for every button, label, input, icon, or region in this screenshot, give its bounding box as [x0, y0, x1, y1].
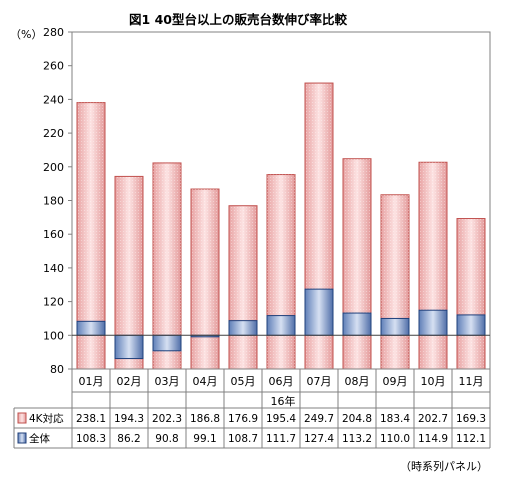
- table-cell: 110.0: [380, 433, 410, 445]
- x-axis-label: 16年: [271, 394, 296, 408]
- bar-4k-texture: [381, 194, 409, 369]
- y-tick-label: 160: [43, 228, 64, 241]
- bar-total: [456, 314, 486, 336]
- table-cell: 108.3: [76, 433, 106, 445]
- x-tick-label: 06月: [269, 375, 294, 388]
- table-cell: 202.3: [152, 413, 182, 425]
- bar-total: [266, 315, 296, 336]
- x-tick-label: 11月: [459, 375, 484, 388]
- table-cell: 186.8: [190, 413, 220, 425]
- bar-4k-texture: [267, 174, 295, 369]
- table-cell: 86.2: [117, 433, 140, 445]
- legend-label-4k: 4K対応: [29, 412, 64, 425]
- bar-total: [76, 320, 106, 336]
- bar-4k-texture: [343, 158, 371, 369]
- table-cell: 204.8: [342, 413, 372, 425]
- x-tick-label: 10月: [421, 375, 446, 388]
- bar-total: [304, 288, 334, 336]
- x-tick-label: 03月: [155, 375, 180, 388]
- x-tick-label: 08月: [345, 375, 370, 388]
- table-cell: 176.9: [228, 413, 258, 425]
- y-tick-label: 180: [43, 195, 64, 208]
- table-cell: 183.4: [380, 413, 410, 425]
- plot-area: [71, 31, 491, 370]
- x-tick-label: 02月: [117, 375, 142, 388]
- table-cell: 112.1: [456, 433, 486, 445]
- table-cell: 90.8: [155, 433, 178, 445]
- x-tick-label: 01月: [79, 375, 104, 388]
- table-cell: 108.7: [228, 433, 258, 445]
- table-cell: 249.7: [304, 413, 334, 425]
- y-tick-label: 260: [43, 60, 64, 73]
- table-cell: 195.4: [266, 413, 296, 425]
- bar-4k-texture: [191, 189, 219, 369]
- chart-title: 図1 40型台以上の販売台数伸び率比較: [129, 12, 347, 27]
- y-tick-label: 140: [43, 262, 64, 275]
- bar-total: [418, 309, 448, 336]
- y-tick-label: 280: [43, 26, 64, 39]
- bar-4k-texture: [457, 218, 485, 369]
- table-cell: 114.9: [418, 433, 448, 445]
- y-tick-label: 240: [43, 93, 64, 106]
- x-tick-label: 07月: [307, 375, 332, 388]
- table-cell: 194.3: [114, 413, 144, 425]
- x-tick-label: 04月: [193, 375, 218, 388]
- table-cell: 202.7: [418, 413, 448, 425]
- x-axis: 01月 02月 03月 04月 05月 06月 07月 08月 09月 10月 11月: [79, 375, 484, 388]
- y-tick-label: 80: [50, 363, 64, 376]
- bar-4k-texture: [229, 205, 257, 369]
- y-axis-unit: （%）: [10, 28, 42, 41]
- bar-total: [152, 334, 182, 352]
- y-tick-label: 220: [43, 127, 64, 140]
- table-cell: 127.4: [304, 433, 334, 445]
- bar-total: [228, 320, 258, 336]
- legend-swatch-4k: [17, 412, 27, 424]
- source-note: （時系列パネル）: [400, 459, 488, 473]
- y-tick-label: 100: [43, 329, 64, 342]
- table-cell: 99.1: [193, 433, 216, 445]
- legend-swatch-total: [17, 432, 27, 444]
- table-cell: 238.1: [76, 413, 106, 425]
- data-table: 4K対応 238.1 194.3 202.3 186.8 176.9 195.4 249.7 2…: [13, 368, 491, 449]
- y-axis: 80 100 120 140 160 180 200 220 240 260 280: [43, 26, 72, 376]
- bar-4k-texture: [153, 162, 181, 369]
- bar-total: [114, 334, 144, 360]
- x-tick-label: 09月: [383, 375, 408, 388]
- legend-label-total: 全体: [29, 432, 50, 445]
- x-tick-label: 05月: [231, 375, 256, 388]
- table-cell: 169.3: [456, 413, 486, 425]
- bar-total: [342, 312, 372, 336]
- table-cell: 111.7: [266, 433, 296, 445]
- bar-total: [380, 317, 410, 336]
- y-tick-label: 200: [43, 161, 64, 174]
- table-cell: 113.2: [342, 433, 372, 445]
- bar-4k-texture: [419, 162, 447, 369]
- y-tick-label: 120: [43, 296, 64, 309]
